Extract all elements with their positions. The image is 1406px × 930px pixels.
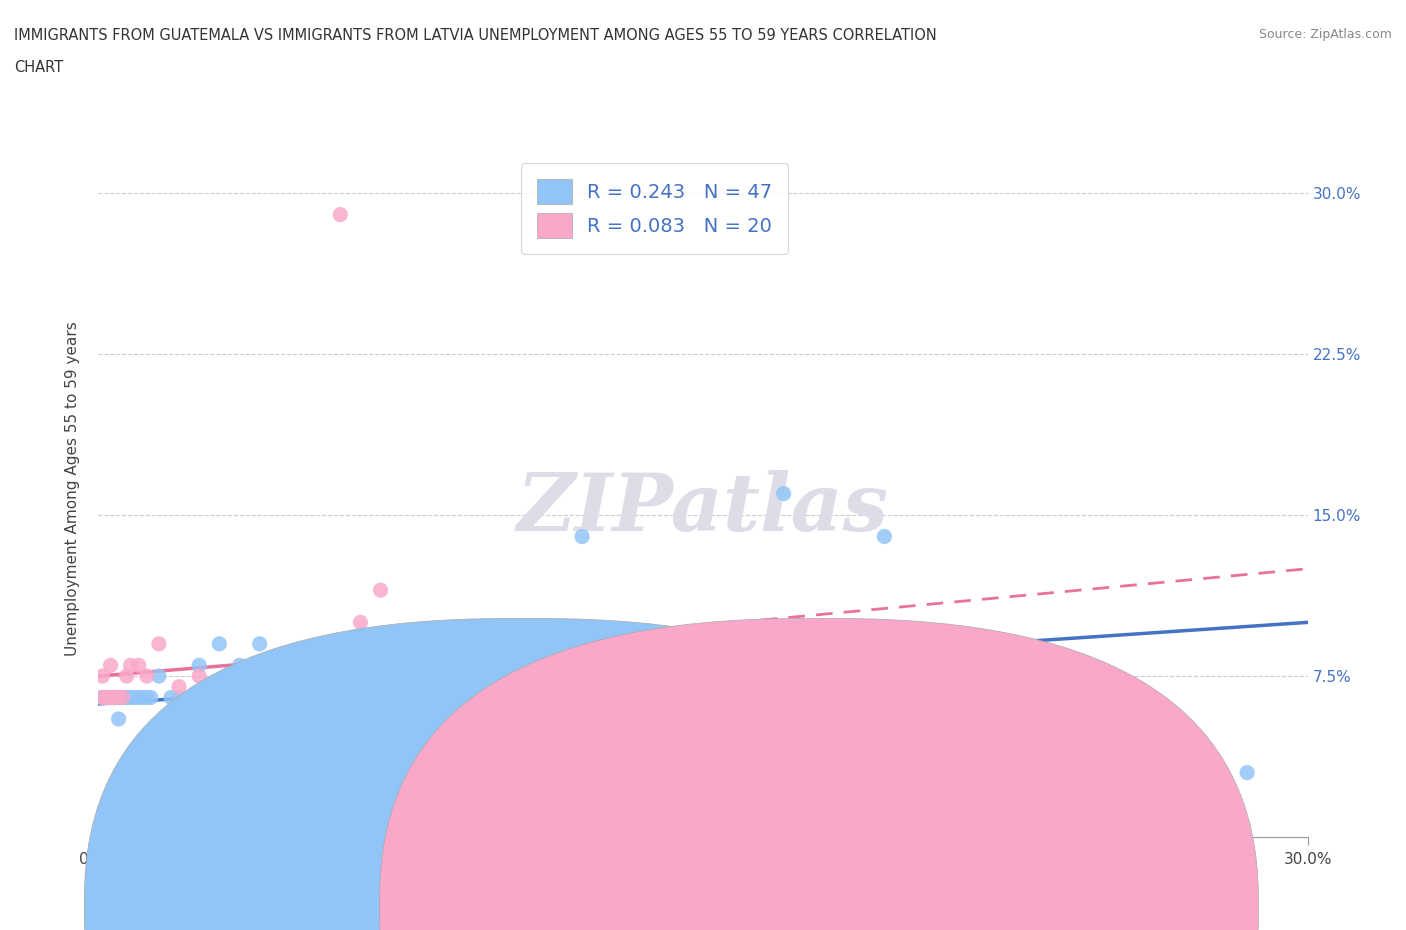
Point [208, 690, 231, 705]
Point [873, 529, 896, 544]
Point [111, 690, 134, 705]
Point [100, 690, 122, 705]
Point [160, 690, 183, 705]
Point [208, 636, 231, 651]
Point [107, 711, 129, 726]
Point [571, 529, 593, 544]
Point [148, 669, 170, 684]
Point [100, 690, 122, 705]
Text: ZIPatlas: ZIPatlas [517, 471, 889, 548]
Point [167, 679, 190, 694]
Point [103, 690, 125, 705]
Point [370, 669, 392, 684]
Point [269, 669, 291, 684]
Point [103, 690, 125, 705]
Point [107, 690, 129, 705]
Point [128, 690, 150, 705]
Point [329, 207, 352, 222]
Point [115, 690, 138, 705]
Point [692, 690, 714, 705]
Point [309, 669, 332, 684]
Point [100, 690, 122, 705]
Point [103, 690, 125, 705]
Point [470, 690, 492, 705]
Point [96, 690, 118, 705]
Text: CHART: CHART [14, 60, 63, 75]
Point [103, 690, 125, 705]
Point [389, 658, 412, 672]
Point [188, 669, 211, 684]
Point [107, 690, 129, 705]
Point [120, 658, 142, 672]
Point [1236, 765, 1258, 780]
Text: IMMIGRANTS FROM GUATEMALA VS IMMIGRANTS FROM LATVIA UNEMPLOYMENT AMONG AGES 55 T: IMMIGRANTS FROM GUATEMALA VS IMMIGRANTS … [14, 28, 936, 43]
Point [132, 690, 155, 705]
Point [349, 615, 371, 630]
Point [139, 690, 162, 705]
Point [135, 669, 157, 684]
Point [148, 636, 170, 651]
Point [772, 486, 794, 501]
Point [249, 636, 271, 651]
Point [288, 658, 311, 672]
Text: Immigrants from Latvia: Immigrants from Latvia [844, 899, 1024, 914]
Point [91, 669, 114, 684]
Point [711, 711, 734, 726]
Point [450, 669, 472, 684]
Legend: R = 0.243   N = 47, R = 0.083   N = 20: R = 0.243 N = 47, R = 0.083 N = 20 [522, 163, 787, 254]
Point [135, 690, 157, 705]
Point [115, 669, 138, 684]
Text: Source: ZipAtlas.com: Source: ZipAtlas.com [1258, 28, 1392, 41]
Point [111, 690, 134, 705]
Point [188, 658, 211, 672]
Point [349, 669, 371, 684]
Point [228, 658, 250, 672]
Point [370, 583, 392, 598]
Point [91, 690, 114, 705]
Point [124, 690, 146, 705]
Point [491, 690, 513, 705]
Point [91, 690, 114, 705]
Point [100, 658, 122, 672]
Point [409, 658, 432, 672]
Point [115, 690, 138, 705]
Point [329, 690, 352, 705]
Point [103, 690, 125, 705]
Point [91, 690, 114, 705]
Y-axis label: Unemployment Among Ages 55 to 59 years: Unemployment Among Ages 55 to 59 years [65, 321, 80, 656]
Point [128, 658, 150, 672]
Text: Immigrants from Guatemala: Immigrants from Guatemala [548, 899, 766, 914]
Point [167, 690, 190, 705]
Point [91, 690, 114, 705]
Point [733, 690, 755, 705]
Point [120, 690, 142, 705]
Point [96, 690, 118, 705]
Point [96, 690, 118, 705]
Point [111, 690, 134, 705]
